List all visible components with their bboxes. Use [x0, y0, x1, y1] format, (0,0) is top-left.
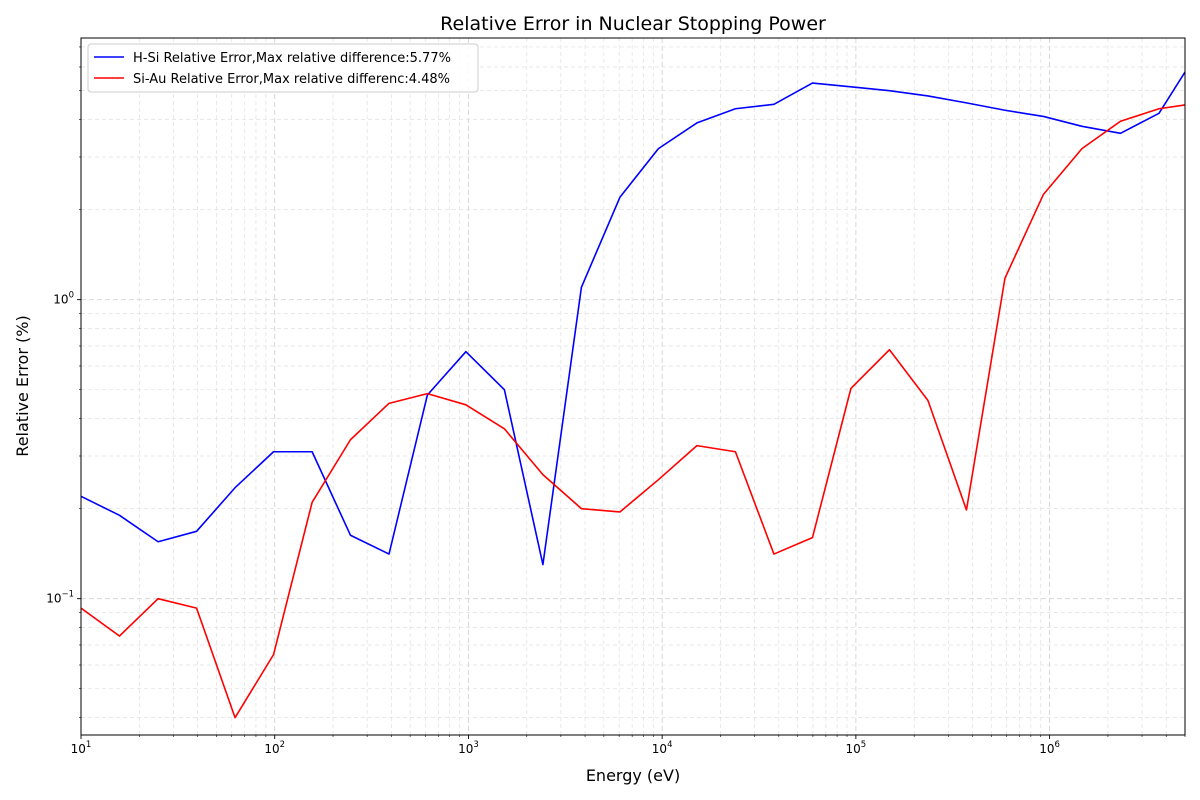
y-axis-ticks: 10−1 100 [46, 46, 81, 718]
y-axis-label: Relative Error (%) [13, 315, 32, 456]
series-line-si-au [80, 104, 1186, 719]
y-tick-label: 10−1 [46, 590, 74, 606]
x-axis-label: Energy (eV) [586, 766, 680, 785]
x-tick-label: 106 [1039, 740, 1060, 756]
x-tick-label: 105 [846, 740, 867, 756]
chart-title: Relative Error in Nuclear Stopping Power [440, 13, 826, 35]
legend-label-h-si: H-Si Relative Error,Max relative differe… [133, 51, 451, 66]
legend-box [87, 43, 479, 93]
plot-frame [80, 37, 1186, 736]
legend-label-si-au: Si-Au Relative Error,Max relative differ… [133, 72, 450, 87]
x-tick-label: 103 [458, 740, 479, 756]
y-tick-label: 100 [53, 291, 74, 307]
x-axis-ticks: 101 102 103 104 105 106 [71, 735, 1186, 756]
x-tick-label: 102 [264, 740, 285, 756]
series-layer [80, 71, 1186, 719]
series-line-h-si [80, 71, 1186, 566]
x-tick-label: 101 [71, 740, 92, 756]
grid [80, 38, 1186, 735]
x-tick-label: 104 [652, 740, 673, 756]
legend: H-Si Relative Error,Max relative differe… [87, 43, 479, 93]
